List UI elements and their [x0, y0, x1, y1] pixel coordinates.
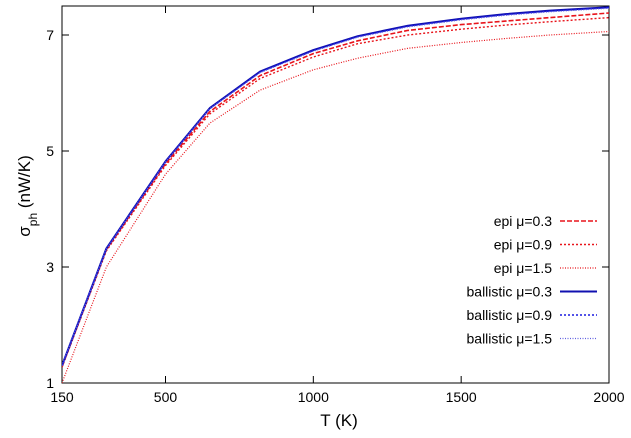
x-tick-label: 150: [50, 389, 74, 405]
plot-area: 150 500 1000 1500 2000 1 3 5 7: [46, 5, 625, 405]
y-tick-label: 3: [46, 259, 54, 275]
legend-label: epi μ=0.3: [494, 213, 552, 229]
y-axis-title: σph (nW/K): [15, 155, 40, 236]
legend-label: ballistic μ=0.9: [467, 307, 553, 323]
y-axis-title-main: σ: [15, 226, 34, 237]
y-tick-label: 7: [46, 27, 54, 43]
x-tick-label: 2000: [593, 389, 624, 405]
plot-frame: [61, 5, 610, 384]
x-axis-title: T (K): [320, 411, 357, 430]
series-line-1: [62, 12, 609, 368]
series-line-5: [62, 7, 609, 366]
legend: epi μ=0.3 epi μ=0.9 epi μ=1.5 ballistic μ=0…: [467, 213, 597, 347]
legend-label: ballistic μ=1.5: [467, 331, 553, 347]
x-tick-label: 1500: [446, 389, 477, 405]
y-tick-label: 5: [46, 143, 54, 159]
x-tick-label: 500: [154, 389, 178, 405]
y-axis-title-rest: (nW/K): [15, 155, 34, 213]
legend-label: ballistic μ=0.3: [467, 284, 553, 300]
legend-label: epi μ=0.9: [494, 237, 552, 253]
y-axis-title-sub: ph: [26, 213, 40, 226]
x-tick-label: 1000: [298, 389, 329, 405]
legend-label: epi μ=1.5: [494, 260, 552, 276]
series-lines: [62, 6, 609, 383]
series-line-3: [62, 30, 609, 383]
y-tick-label: 1: [46, 375, 54, 391]
